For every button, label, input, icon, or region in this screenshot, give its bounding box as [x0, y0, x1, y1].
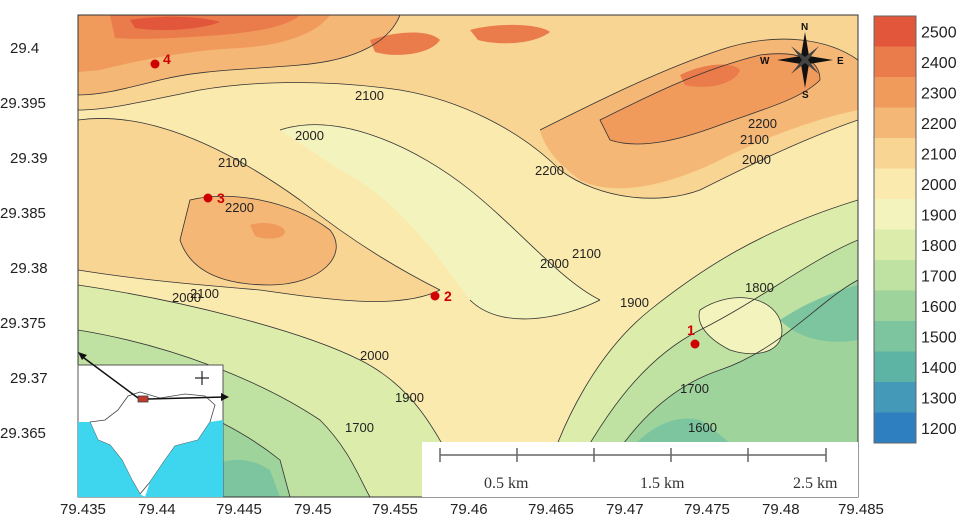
colorbar-label: 2000	[921, 177, 957, 194]
contour-label: 1900	[395, 390, 424, 405]
contour-label: 2000	[742, 152, 771, 167]
sample-sites: 1 2 3 4	[150, 51, 700, 349]
colorbar-label: 2500	[921, 24, 957, 41]
compass-south: S	[802, 90, 809, 101]
colorbar-frame	[873, 15, 917, 444]
colorbar-label: 1300	[921, 390, 957, 407]
site-marker[interactable]	[150, 59, 160, 69]
colorbar-label: 1400	[921, 360, 957, 377]
contour-label: 2200	[748, 116, 777, 131]
y-tick-label: 29.39	[10, 150, 48, 167]
x-tick-label: 79.44	[138, 501, 176, 518]
contour-label: 1600	[688, 420, 717, 435]
contour-label: 2200	[535, 163, 564, 178]
x-tick-label: 79.475	[684, 501, 730, 518]
elevation-colorbar: 2500 2400 2300 2200 2100 2000 1900 1800 1700 1600…	[873, 15, 957, 444]
colorbar-swatch	[874, 260, 916, 291]
colorbar-swatch	[874, 199, 916, 230]
colorbar-swatch	[874, 46, 916, 77]
colorbar-label: 1800	[921, 238, 957, 255]
compass-east: E	[837, 56, 844, 67]
colorbar-swatch	[874, 168, 916, 199]
contour-label: 2000	[540, 256, 569, 271]
contour-label: 2200	[225, 200, 254, 215]
compass-west: W	[760, 56, 770, 67]
y-tick-label: 29.385	[0, 205, 46, 222]
contour-label: 2100	[572, 246, 601, 261]
x-tick-label: 79.45	[294, 501, 332, 518]
colorbar-swatch	[874, 138, 916, 169]
contour-label: 2000	[172, 290, 201, 305]
x-tick-label: 79.465	[528, 501, 574, 518]
colorbar-swatch	[874, 412, 916, 443]
colorbar-swatch	[874, 107, 916, 138]
colorbar-swatch	[874, 77, 916, 108]
colorbar-label: 1200	[921, 421, 957, 438]
y-axis: 29.4 29.395 29.39 29.385 29.38 29.375 29…	[0, 40, 48, 442]
colorbar-label: 2200	[921, 116, 957, 133]
contour-label: 2100	[218, 155, 247, 170]
x-tick-label: 79.445	[216, 501, 262, 518]
contour-label: 1700	[345, 420, 374, 435]
y-tick-label: 29.38	[10, 260, 48, 277]
site-label: 1	[687, 322, 695, 338]
contour-label: 2100	[190, 286, 219, 301]
colorbar-label: 2300	[921, 85, 957, 102]
scale-label: 2.5 km	[793, 475, 838, 492]
contour-label: 1700	[680, 381, 709, 396]
compass-rose-icon: N S E W	[760, 22, 844, 101]
colorbar-swatch	[874, 351, 916, 382]
scale-label: 0.5 km	[484, 475, 529, 492]
y-tick-label: 29.4	[10, 40, 39, 57]
colorbar-label: 1700	[921, 268, 957, 285]
colorbar-swatch	[874, 290, 916, 321]
y-tick-label: 29.37	[10, 370, 48, 387]
colorbar-swatch	[874, 382, 916, 413]
colorbar-label: 2100	[921, 146, 957, 163]
contour-label: 2000	[295, 128, 324, 143]
colorbar-label: 2400	[921, 55, 957, 72]
colorbar-swatch	[874, 16, 916, 47]
colorbar-label: 1500	[921, 329, 957, 346]
compass-north: N	[801, 22, 808, 33]
colorbar-swatch	[874, 321, 916, 352]
contour-label: 2100	[740, 132, 769, 147]
y-tick-label: 29.395	[0, 95, 46, 112]
x-tick-label: 79.47	[606, 501, 644, 518]
site-label: 3	[217, 190, 225, 206]
site-label: 2	[444, 288, 452, 304]
x-tick-label: 79.455	[372, 501, 418, 518]
x-tick-label: 79.46	[450, 501, 488, 518]
inset-compass-icon	[195, 371, 209, 385]
x-tick-label: 79.48	[762, 501, 800, 518]
colorbar-label: 1900	[921, 207, 957, 224]
x-axis: 79.435 79.44 79.445 79.45 79.455 79.46 7…	[60, 501, 884, 518]
contour-label: 2100	[355, 88, 384, 103]
inset-locator-map	[77, 352, 229, 498]
site-label: 4	[163, 51, 171, 67]
contour-label: 1800	[745, 280, 774, 295]
y-tick-label: 29.365	[0, 425, 46, 442]
contour-labels: 2100 2000 2200 2100 2000 2100 2200 2200 …	[172, 88, 777, 435]
contour-label: 2000	[360, 348, 389, 363]
x-tick-label: 79.435	[60, 501, 106, 518]
site-marker[interactable]	[430, 291, 440, 301]
site-marker[interactable]	[203, 193, 213, 203]
colorbar-label: 1600	[921, 299, 957, 316]
colorbar-swatch	[874, 229, 916, 260]
y-tick-label: 29.375	[0, 315, 46, 332]
scale-label: 1.5 km	[640, 475, 685, 492]
scale-bar: 0.5 km 1.5 km 2.5 km	[422, 442, 858, 497]
contour-label: 1900	[620, 295, 649, 310]
site-marker[interactable]	[690, 339, 700, 349]
x-tick-label: 79.485	[838, 501, 884, 518]
